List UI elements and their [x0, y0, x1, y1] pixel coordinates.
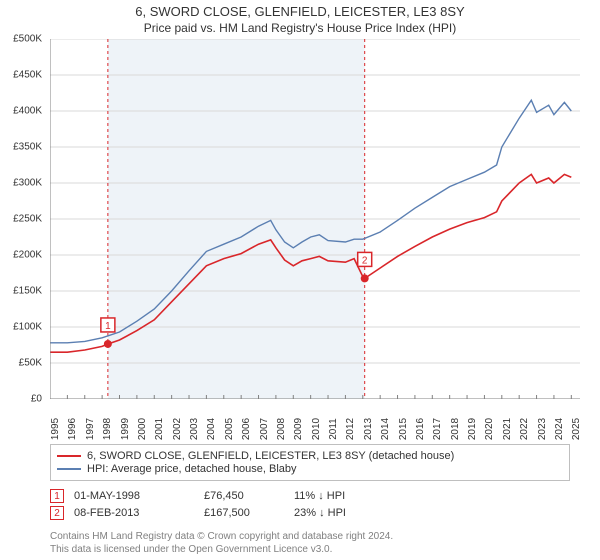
x-tick-label: 2001 [154, 418, 165, 440]
x-tick-label: 2009 [293, 418, 304, 440]
legend-row: HPI: Average price, detached house, Blab… [57, 463, 563, 475]
chart-container: 6, SWORD CLOSE, GLENFIELD, LEICESTER, LE… [0, 0, 600, 560]
sale-pct: 23% ↓ HPI [294, 507, 374, 519]
sale-pct: 11% ↓ HPI [294, 490, 374, 502]
x-tick-label: 2008 [276, 418, 287, 440]
x-tick-label: 2002 [172, 418, 183, 440]
y-tick-label: £100K [13, 322, 42, 333]
x-tick-label: 2017 [432, 418, 443, 440]
legend-label: HPI: Average price, detached house, Blab… [87, 463, 297, 475]
x-tick-label: 2007 [259, 418, 270, 440]
x-tick-label: 1999 [120, 418, 131, 440]
sale-marker: 1 [50, 489, 64, 503]
x-tick-label: 2003 [189, 418, 200, 440]
plot-svg: 12 [50, 39, 580, 399]
y-tick-label: £50K [19, 358, 42, 369]
x-tick-label: 2014 [380, 418, 391, 440]
footer-line2: This data is licensed under the Open Gov… [50, 543, 570, 556]
legend-label: 6, SWORD CLOSE, GLENFIELD, LEICESTER, LE… [87, 450, 454, 462]
x-tick-label: 2015 [398, 418, 409, 440]
y-tick-label: £450K [13, 70, 42, 81]
x-tick-label: 2024 [554, 418, 565, 440]
y-axis-labels: £0£50K£100K£150K£200K£250K£300K£350K£400… [0, 39, 46, 399]
x-axis-labels: 1995 1996 1997 1998 1999 2000 2001 2002 2003 2004… [50, 401, 580, 441]
x-tick-label: 2023 [537, 418, 548, 440]
sales-block: 1 01-MAY-1998£76,45011% ↓ HPI 2 08-FEB-2013… [50, 486, 570, 523]
x-tick-label: 1998 [102, 418, 113, 440]
x-tick-label: 2025 [571, 418, 582, 440]
legend-box: 6, SWORD CLOSE, GLENFIELD, LEICESTER, LE… [50, 444, 570, 481]
x-tick-label: 2000 [137, 418, 148, 440]
sale-row: 2 08-FEB-2013£167,50023% ↓ HPI [50, 506, 570, 520]
sale-price: £76,450 [204, 490, 294, 502]
plot: 12 [50, 39, 580, 399]
sale-date: 08-FEB-2013 [74, 507, 204, 519]
title-subtitle: Price paid vs. HM Land Registry's House … [0, 21, 600, 35]
x-tick-label: 2004 [206, 418, 217, 440]
footer: Contains HM Land Registry data © Crown c… [50, 530, 570, 556]
x-tick-label: 2013 [363, 418, 374, 440]
x-tick-label: 2019 [467, 418, 478, 440]
x-tick-label: 2006 [241, 418, 252, 440]
x-tick-label: 2010 [311, 418, 322, 440]
title-address: 6, SWORD CLOSE, GLENFIELD, LEICESTER, LE… [0, 4, 600, 19]
x-tick-label: 1997 [85, 418, 96, 440]
legend-row: 6, SWORD CLOSE, GLENFIELD, LEICESTER, LE… [57, 450, 563, 462]
sale-marker: 2 [50, 506, 64, 520]
x-tick-label: 2005 [224, 418, 235, 440]
y-tick-label: £500K [13, 34, 42, 45]
x-tick-label: 2011 [328, 418, 339, 440]
sale-date: 01-MAY-1998 [74, 490, 204, 502]
y-tick-label: £250K [13, 214, 42, 225]
y-tick-label: £0 [31, 394, 42, 405]
x-tick-label: 1995 [50, 418, 61, 440]
legend-swatch [57, 468, 81, 470]
x-tick-label: 2022 [519, 418, 530, 440]
x-tick-label: 2012 [345, 418, 356, 440]
y-tick-label: £400K [13, 106, 42, 117]
x-tick-label: 2020 [484, 418, 495, 440]
y-tick-label: £350K [13, 142, 42, 153]
chart-area: £0 £50K £100K £150K £200K £250K £300K £350K £400… [0, 39, 600, 439]
sale-price: £167,500 [204, 507, 294, 519]
y-tick-label: £300K [13, 178, 42, 189]
titles: 6, SWORD CLOSE, GLENFIELD, LEICESTER, LE… [0, 0, 600, 35]
x-tick-label: 2016 [415, 418, 426, 440]
x-tick-label: 2018 [450, 418, 461, 440]
svg-text:1: 1 [105, 321, 111, 332]
x-tick-label: 1996 [67, 418, 78, 440]
legend-swatch [57, 455, 81, 457]
y-tick-label: £200K [13, 250, 42, 261]
x-tick-label: 2021 [502, 418, 513, 440]
svg-text:2: 2 [362, 255, 368, 266]
footer-line1: Contains HM Land Registry data © Crown c… [50, 530, 570, 543]
y-tick-label: £150K [13, 286, 42, 297]
sale-row: 1 01-MAY-1998£76,45011% ↓ HPI [50, 489, 570, 503]
